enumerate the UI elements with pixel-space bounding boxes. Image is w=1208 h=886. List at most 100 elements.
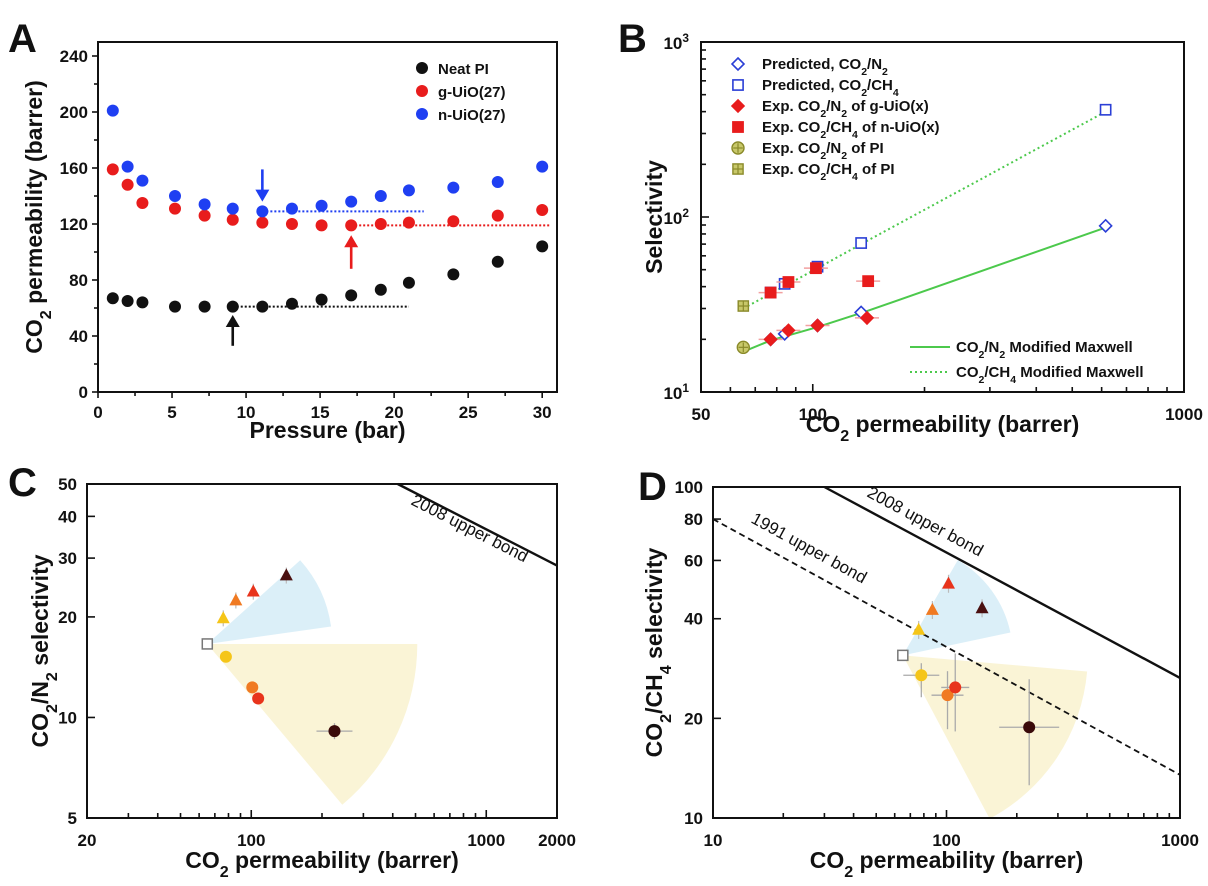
text-part: CO — [185, 847, 220, 873]
data-point — [256, 300, 269, 313]
y-tick-label: 200 — [60, 103, 88, 122]
data-point — [246, 584, 260, 597]
data-point — [810, 262, 822, 275]
data-point — [315, 219, 328, 232]
x-tick-label: 20 — [385, 403, 404, 422]
x-tick-label: 20 — [78, 831, 97, 850]
data-point — [402, 184, 415, 197]
x-tick-label: 1000 — [467, 831, 505, 850]
data-point — [491, 209, 504, 222]
x-tick-label: 100 — [799, 405, 827, 424]
legend-label: CO2/CH4 Modified Maxwell — [956, 364, 1144, 386]
text-part: CO — [810, 847, 845, 873]
y-axis-title: Selectivity — [641, 160, 667, 274]
data-point — [256, 216, 269, 229]
x-tick-label: 1000 — [1161, 831, 1199, 850]
data-point — [219, 650, 232, 663]
data-point — [491, 176, 504, 188]
y-tick-label: 10 — [684, 809, 703, 828]
panel-letter-c: C — [8, 461, 37, 505]
model-line — [742, 110, 1107, 310]
data-point — [198, 198, 211, 211]
subscript: 2 — [882, 66, 888, 78]
x-tick-label: 10 — [237, 403, 256, 422]
data-point — [246, 681, 259, 694]
pi-point — [201, 638, 214, 650]
legend-label: n-UiO(27) — [438, 107, 506, 124]
data-point — [941, 689, 954, 702]
upper-bound-line — [397, 482, 558, 567]
data-point — [198, 300, 211, 313]
data-point — [106, 292, 119, 305]
data-point — [252, 692, 265, 705]
pi-point — [897, 649, 909, 662]
data-point — [402, 216, 415, 229]
text-part: CO — [806, 411, 841, 437]
y-tick-label: 102 — [663, 206, 689, 228]
data-point — [374, 218, 387, 230]
subscript: 2 — [37, 310, 55, 319]
data-point — [915, 669, 928, 682]
data-point — [345, 195, 358, 208]
data-point — [781, 323, 796, 338]
data-point — [168, 190, 181, 202]
x-tick-label: 15 — [311, 403, 330, 422]
subscript: 2 — [820, 108, 826, 120]
data-point — [763, 332, 778, 347]
data-point — [949, 681, 962, 694]
text-part: Predicted, CO — [762, 77, 862, 94]
legend-marker — [416, 108, 428, 120]
text-part: CO — [956, 364, 979, 381]
base: 10 — [663, 209, 682, 228]
data-point — [402, 276, 415, 289]
text-part: permeability (barrer) — [229, 847, 459, 873]
y-tick-label: 40 — [684, 610, 703, 629]
y-tick-label: 103 — [663, 31, 689, 53]
panel-letter-a: A — [8, 17, 37, 61]
text-part: permeability (barrer) — [21, 80, 47, 310]
yellow-region — [207, 643, 418, 805]
data-point — [1023, 721, 1036, 734]
x-tick-label: 0 — [93, 403, 102, 422]
data-point — [447, 181, 460, 194]
data-point — [285, 202, 298, 215]
upper-bound-2008-label: 2008 upper bond — [864, 483, 986, 561]
x-tick-label: 1000 — [1165, 405, 1203, 424]
exponent: 3 — [682, 31, 689, 45]
data-point — [136, 296, 149, 309]
data-point — [975, 601, 989, 614]
legend-label: Predicted, CO2/N2 — [762, 56, 888, 78]
y-axis-title: CO2/CH4 selectivity — [641, 547, 675, 757]
data-point — [229, 593, 243, 606]
legend-label: CO2/N2 Modified Maxwell — [956, 339, 1133, 361]
data-point — [285, 218, 298, 230]
data-point — [912, 622, 926, 635]
model-line — [742, 226, 1106, 353]
x-tick-label: 30 — [533, 403, 552, 422]
data-point — [810, 318, 825, 333]
arrow-head — [344, 235, 359, 248]
x-axis-title: CO2 permeability (barrer) — [810, 847, 1084, 881]
data-point — [168, 202, 181, 215]
x-axis-title: Pressure (bar) — [250, 417, 406, 443]
data-point — [226, 213, 239, 226]
data-point — [121, 295, 134, 307]
subscript: 2 — [841, 108, 847, 120]
text-part: Exp. CO — [762, 140, 821, 157]
subscript: 2 — [657, 714, 675, 723]
upper-bound-label: 2008 upper bond — [408, 491, 531, 566]
upper-bound-2008-line — [823, 485, 1181, 679]
text-part: of g-UiO(x) — [847, 98, 929, 115]
data-point — [168, 300, 181, 313]
base: 10 — [663, 34, 682, 53]
data-point — [942, 576, 956, 589]
subscript: 2 — [979, 374, 985, 386]
data-point — [374, 283, 387, 296]
x-tick-label: 5 — [167, 403, 176, 422]
legend-label: Exp. CO2/CH4 of n-UiO(x) — [762, 119, 940, 141]
arrow-head — [225, 315, 240, 327]
text-part: /N — [826, 98, 841, 115]
text-part: of n-UiO(x) — [858, 119, 940, 136]
